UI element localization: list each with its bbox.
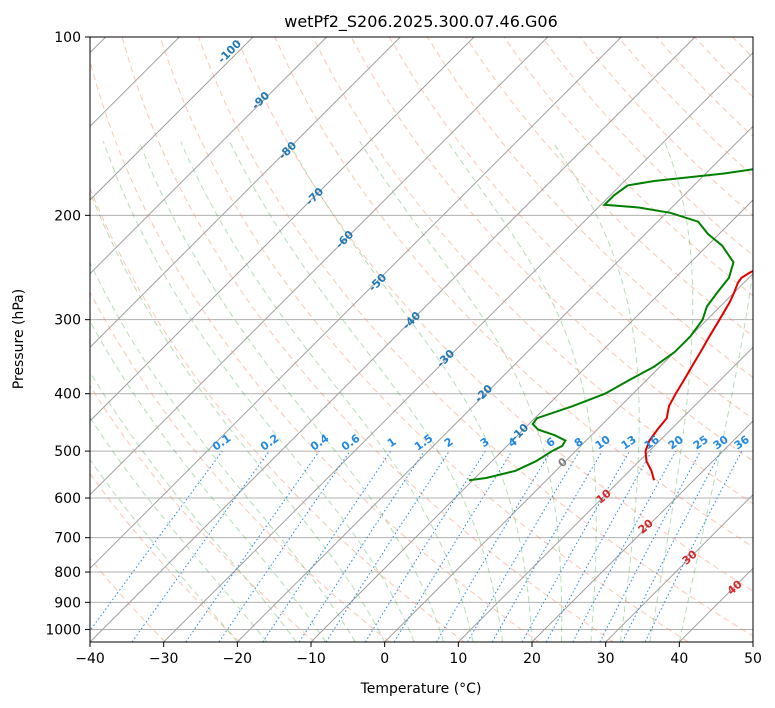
isotherm <box>531 420 753 642</box>
moist-adiabat <box>90 320 327 642</box>
dry-adiabat <box>90 472 241 642</box>
dry-adiabat <box>159 37 689 642</box>
y-axis-label: Pressure (hPa) <box>11 289 27 389</box>
x-tick-label: −20 <box>223 651 253 667</box>
temperature-profile-line <box>644 269 753 481</box>
moist-adiabat <box>446 141 597 642</box>
dry-adiabat <box>90 291 390 642</box>
x-tick-label: −40 <box>75 651 105 667</box>
isotherm <box>163 51 753 642</box>
isotherm <box>90 37 328 275</box>
chart-title: wetPf2_S206.2025.300.07.46.G06 <box>284 12 558 32</box>
mixing-ratio-line <box>218 450 351 642</box>
dry-adiabat <box>350 37 753 462</box>
x-tick-label: −30 <box>149 651 179 667</box>
mixing-ratio-line <box>262 450 392 642</box>
dry-adiabat <box>121 37 614 642</box>
isotherm <box>90 37 475 422</box>
moist-adiabat <box>90 370 297 642</box>
isotherm <box>236 125 753 642</box>
moist-adiabat <box>359 141 563 642</box>
plot-frame <box>89 36 754 643</box>
dry-adiabat <box>503 37 753 297</box>
dry-adiabat <box>388 37 753 420</box>
y-tick-label: 900 <box>54 595 81 611</box>
axes: −40 −30 −20 −10 0 10 20 30 40 50 100 200 300 400 500 60… <box>45 30 762 667</box>
dewpoint-profile-line <box>468 168 753 482</box>
y-tick-label: 500 <box>54 444 81 460</box>
isotherm <box>605 493 753 642</box>
moist-adiabat <box>649 141 694 642</box>
moist-adiabat <box>90 190 386 642</box>
isotherm <box>310 199 753 642</box>
dry-adiabat <box>236 37 753 592</box>
x-tick-label: −10 <box>296 651 326 667</box>
mixing-ratio-line <box>298 450 425 642</box>
dry-adiabat <box>274 37 753 548</box>
mixing-ratio-line <box>185 450 320 642</box>
moist-adiabat <box>229 141 503 642</box>
x-tick-label: 20 <box>523 651 541 667</box>
y-tick-label: 400 <box>54 387 81 403</box>
moist-adiabat <box>90 416 268 642</box>
mixing-ratio-line <box>325 450 450 642</box>
moist-adiabat <box>552 141 640 642</box>
mixing-ratio-line <box>644 450 743 642</box>
moist-adiabat <box>138 141 445 642</box>
mixing-ratio-line <box>572 450 677 642</box>
x-tick-label: 40 <box>670 651 688 667</box>
mixing-ratio-line <box>131 450 270 642</box>
y-tick-label: 200 <box>54 208 81 224</box>
moist-adiabat <box>678 266 753 642</box>
isotherm <box>90 37 549 496</box>
mixing-ratio-line <box>393 450 513 642</box>
y-tick-label: 700 <box>54 531 81 547</box>
moist-adiabat <box>287 141 533 642</box>
dry-adiabat <box>90 186 465 642</box>
mixing-ratio-line <box>545 450 653 642</box>
y-tick-label: 100 <box>54 30 81 46</box>
y-tick-label: 300 <box>54 313 81 329</box>
dry-adiabat <box>90 59 540 642</box>
isotherm <box>90 37 254 201</box>
isotherm <box>457 346 753 642</box>
dry-adiabat <box>426 37 753 378</box>
x-axis-label: Temperature (°C) <box>360 681 482 697</box>
dry-adiabat <box>465 37 753 338</box>
mixing-ratio-line <box>90 450 223 632</box>
isotherm <box>90 37 622 570</box>
y-tick-label: 600 <box>54 491 81 507</box>
dry-adiabat <box>90 384 316 642</box>
x-tick-label: 30 <box>597 651 615 667</box>
isotherm <box>90 37 696 642</box>
data-lines <box>468 168 753 482</box>
mixing-ratio-line <box>521 450 630 642</box>
x-tick-label: 10 <box>449 651 467 667</box>
background-lines <box>90 37 753 642</box>
isotherm <box>90 37 401 349</box>
y-tick-label: 800 <box>54 565 81 581</box>
y-tick-label: 1000 <box>45 622 81 638</box>
dry-adiabat <box>312 37 753 505</box>
x-tick-label: 0 <box>380 651 389 667</box>
moist-adiabat <box>90 261 356 642</box>
moist-adiabat <box>180 141 474 642</box>
x-tick-label: 50 <box>744 651 762 667</box>
